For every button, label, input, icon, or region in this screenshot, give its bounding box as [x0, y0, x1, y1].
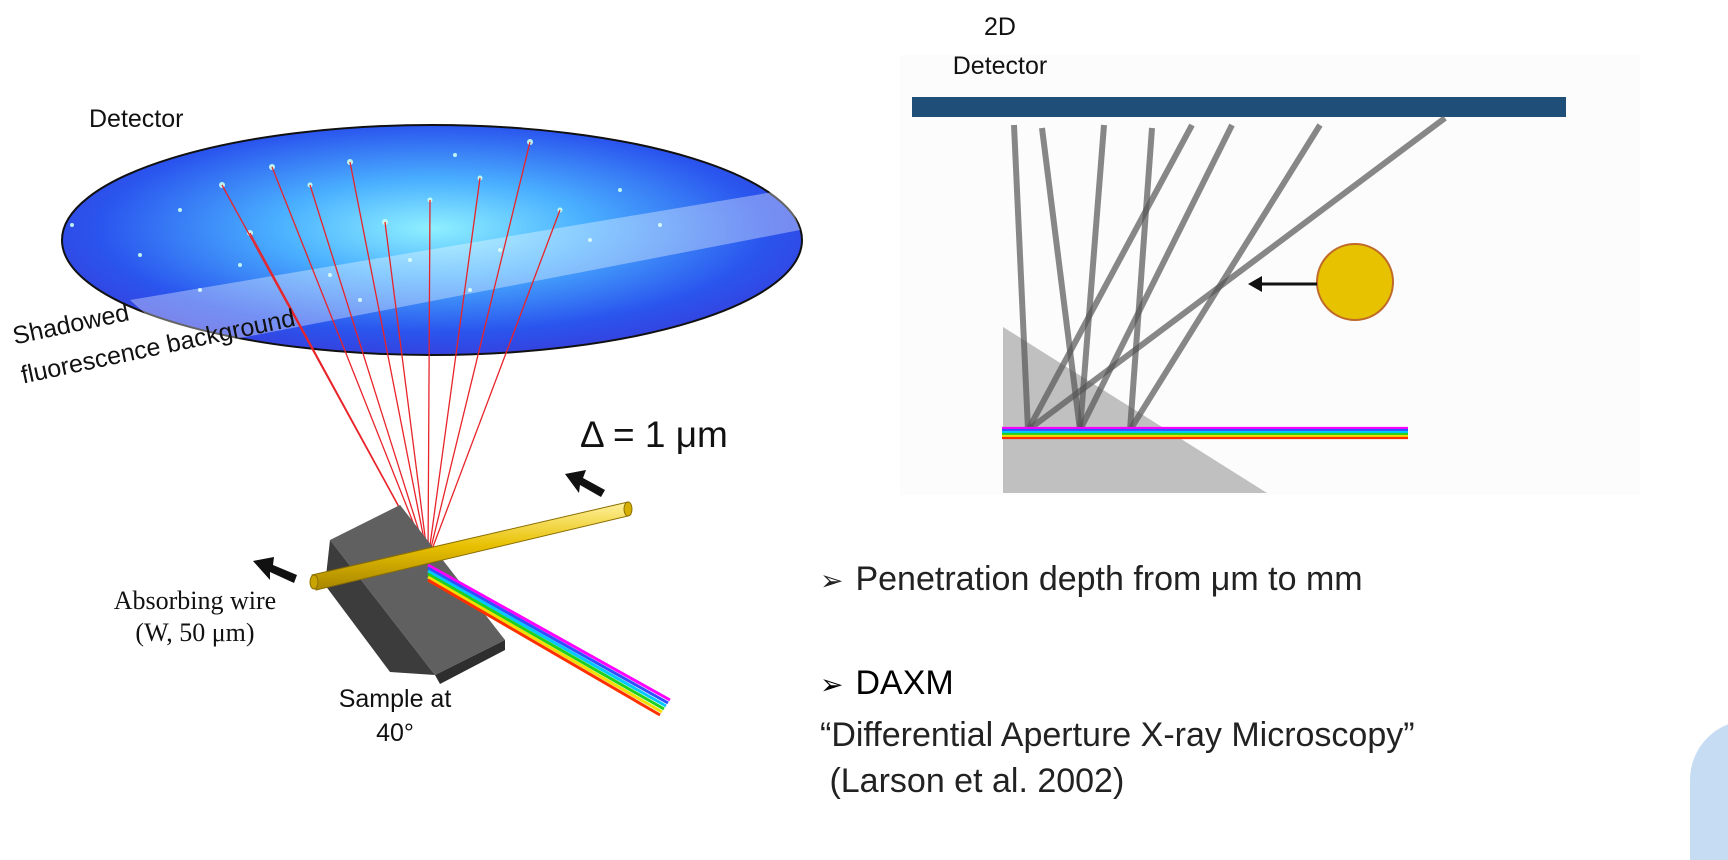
wire-label: Absorbing wire (W, 50 μm) [95, 585, 295, 649]
bullet-daxm-title: DAXM [855, 664, 954, 702]
detector-bar [912, 97, 1566, 117]
detector-disk [61, 124, 803, 356]
daxm-description: “Differential Aperture X-ray Microscopy” [820, 716, 1415, 754]
sample-wedge [1003, 327, 1267, 493]
detector-2d-label-line2: Detector [952, 52, 1048, 80]
wire-motion-arrow-right [1248, 276, 1317, 292]
left-diagram [61, 124, 803, 717]
bullet-arrow-icon: ➢ [820, 565, 844, 596]
incident-beam [427, 563, 671, 717]
diffracted-beams [1011, 115, 1447, 433]
absorbing-wire [309, 501, 633, 591]
sample-label-line1: Sample at [338, 685, 452, 713]
diffracted-rays [221, 141, 561, 561]
wire-label-line2: (W, 50 μm) [135, 618, 255, 647]
wire-motion-arrow-lower [253, 557, 297, 583]
bullet-arrow-icon: ➢ [820, 669, 844, 700]
detector-label: Detector [89, 105, 184, 133]
incident-beam-right [1002, 426, 1408, 440]
shadow-band [130, 190, 800, 340]
corner-decoration [1690, 720, 1728, 860]
bullet-daxm: ➢ DAXM [820, 664, 954, 703]
detector-2d-label: 2D Detector [930, 8, 1070, 86]
bullet-penetration-text: Penetration depth from μm to mm [855, 560, 1363, 598]
delta-label: Δ = 1 μm [580, 414, 728, 455]
right-diagram [900, 55, 1640, 495]
wire-motion-arrow-upper [565, 470, 605, 497]
sample-label-line2: 40° [376, 719, 414, 747]
wire-cross-section [1316, 243, 1394, 321]
bullet-penetration: ➢ Penetration depth from μm to mm [820, 560, 1363, 599]
detector-2d-label-line1: 2D [984, 13, 1016, 41]
daxm-reference: (Larson et al. 2002) [820, 762, 1125, 800]
sample-label: Sample at 40° [330, 682, 460, 750]
wire-label-line1: Absorbing wire [113, 586, 277, 615]
